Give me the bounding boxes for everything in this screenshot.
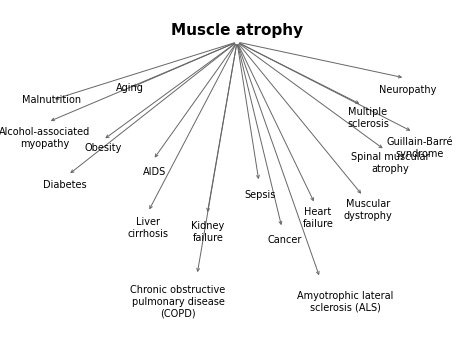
Text: Muscle atrophy: Muscle atrophy <box>171 22 303 38</box>
Text: Neuropathy: Neuropathy <box>379 85 437 95</box>
Text: Malnutrition: Malnutrition <box>22 95 82 105</box>
Text: Chronic obstructive
pulmonary disease
(COPD): Chronic obstructive pulmonary disease (C… <box>130 285 226 318</box>
Text: Spinal muscular
atrophy: Spinal muscular atrophy <box>351 152 429 174</box>
Text: Cancer: Cancer <box>268 235 302 245</box>
Text: Sepsis: Sepsis <box>244 190 276 200</box>
Text: Muscular
dystrophy: Muscular dystrophy <box>344 199 392 221</box>
Text: Aging: Aging <box>116 83 144 93</box>
Text: Heart
failure: Heart failure <box>302 207 333 229</box>
Text: Kidney
failure: Kidney failure <box>191 221 225 243</box>
Text: Alcohol-associated
myopathy: Alcohol-associated myopathy <box>0 127 91 149</box>
Text: Amyotrophic lateral
sclerosis (ALS): Amyotrophic lateral sclerosis (ALS) <box>297 291 393 313</box>
Text: Diabetes: Diabetes <box>43 180 87 190</box>
Text: Obesity: Obesity <box>84 143 122 153</box>
Text: Multiple
sclerosis: Multiple sclerosis <box>347 107 389 129</box>
Text: Guillain-Barré
syndrome: Guillain-Barré syndrome <box>387 137 453 159</box>
Text: AIDS: AIDS <box>143 167 167 177</box>
Text: Liver
cirrhosis: Liver cirrhosis <box>128 217 168 239</box>
